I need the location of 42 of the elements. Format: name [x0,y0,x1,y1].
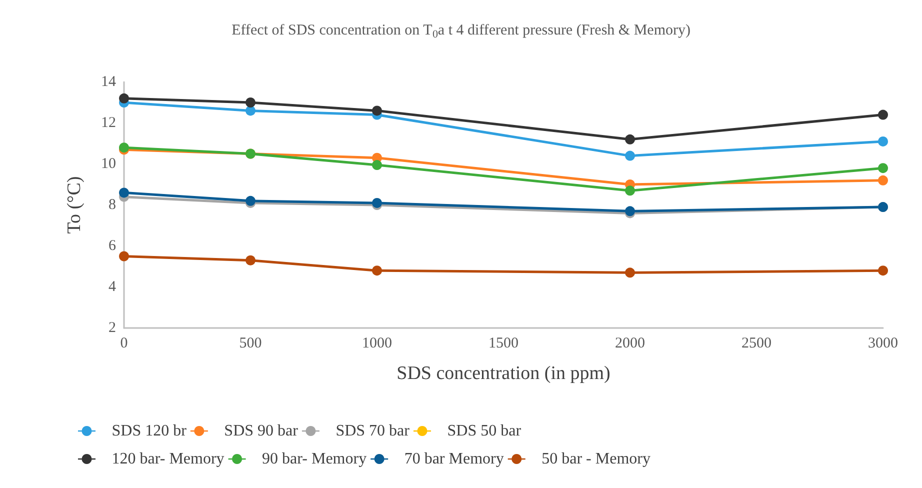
x-tick-label: 1500 [488,336,518,352]
point [625,150,635,161]
y-tick-label: 8 [108,197,116,213]
point [372,160,382,170]
x-tick-label: 2500 [742,336,772,352]
point [878,163,888,174]
point [878,175,888,186]
legend-label: 70 bar Memory [404,450,504,468]
legend-label: SDS 120 br [112,422,188,440]
point [372,266,382,276]
legend-label: SDS 70 bar [336,422,410,440]
point [878,136,888,146]
point [246,98,256,108]
y-tick-label: 2 [108,320,116,336]
x-axis-title: SDS concentration (in ppm) [396,363,610,384]
x-tick-label: 2000 [615,336,645,352]
y-tick-label: 14 [101,74,116,90]
point [246,255,256,266]
point [119,93,129,104]
point [625,186,635,196]
point [119,188,129,198]
point [878,110,888,120]
legend-label: SDS 50 bar [447,422,522,440]
point [625,268,635,278]
x-tick-label: 3000 [868,336,898,352]
legend-label: 120 bar- Memory [112,450,224,468]
y-tick-label: 12 [101,115,116,131]
x-tick-label: 1000 [362,336,392,352]
legend-label: SDS 90 bar [224,422,299,440]
y-axis-title: To (°C) [64,176,85,234]
y-tick-label: 10 [101,156,116,172]
point [372,106,382,116]
y-tick-label: 4 [108,279,116,295]
y-tick-label: 6 [108,238,116,254]
point [372,198,382,208]
point [119,251,129,262]
x-tick-label: 0 [120,336,128,352]
legend-label: 90 bar- Memory [262,450,367,468]
x-tick-label: 500 [239,336,262,352]
point [878,266,888,276]
legend-label: 50 bar - Memory [542,450,650,468]
point [625,134,635,144]
